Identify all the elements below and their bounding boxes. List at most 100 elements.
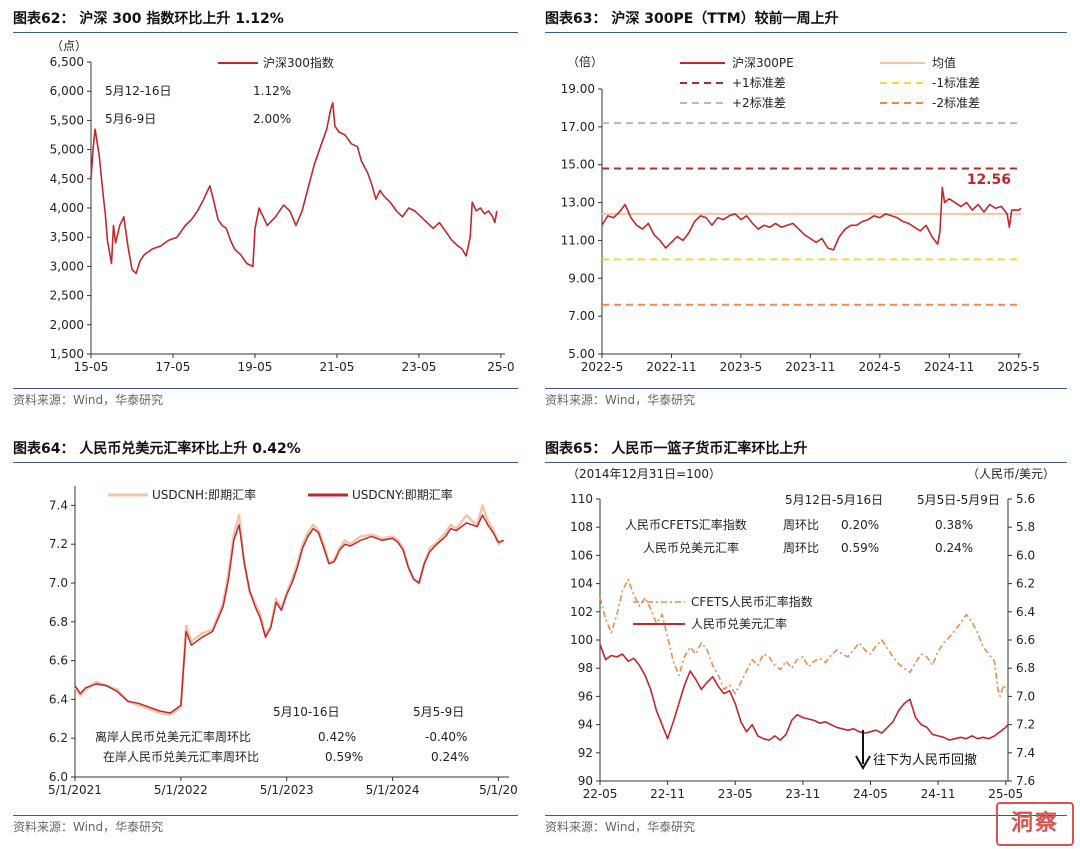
y-tick-label: 9.00 bbox=[568, 271, 595, 285]
legend-label: 沪深300指数 bbox=[263, 55, 334, 70]
y-tick-label: 19.00 bbox=[561, 82, 595, 96]
y-tick-label: 108 bbox=[570, 520, 593, 534]
source-note: 资料来源：Wind，华泰研究 bbox=[545, 820, 696, 834]
series-line-cfets bbox=[599, 578, 1009, 698]
title-rule bbox=[545, 462, 1067, 463]
annotation-value: 2.00% bbox=[253, 112, 291, 126]
table-row-metric: 周环比 bbox=[783, 518, 819, 532]
chart-usdcny: 6.0 6.2 6.4 6.6 6.8 7.0 7.2 7.4 5/1/2021 5/1/2022… bbox=[48, 486, 518, 797]
panel-title: 图表63： 沪深 300PE（TTM）较前一周上升 bbox=[545, 11, 839, 27]
x-tick-label: 23-05 bbox=[401, 360, 436, 374]
y-tick-label: 17.00 bbox=[561, 120, 595, 134]
y-tick-label: 6,500 bbox=[50, 55, 84, 69]
y-tick-label: 6,000 bbox=[50, 84, 84, 98]
title-rule bbox=[13, 32, 518, 33]
x-tick-label: 21-05 bbox=[320, 360, 355, 374]
x-tick-label: 15-05 bbox=[74, 360, 109, 374]
series-line-pe bbox=[601, 186, 1022, 251]
x-tick-label: 25-0 bbox=[487, 360, 514, 374]
table-header: 5月10-16日 bbox=[273, 705, 340, 719]
y-tick-label: 6.4 bbox=[49, 692, 68, 706]
legend-label: -1标准差 bbox=[932, 76, 980, 90]
legend-label: 均值 bbox=[932, 55, 956, 70]
chart-csi300-index: （点） 1,500 2,000 2,500 3,000 3,500 4,000 4,500 5,… bbox=[50, 39, 515, 374]
down-arrow-head-icon bbox=[855, 755, 871, 770]
x-tick-label: 5/1/2021 bbox=[48, 783, 102, 797]
x-tick-label: 17-05 bbox=[156, 360, 191, 374]
y-tick-label: 106 bbox=[570, 548, 593, 562]
table-header: 5月12日-5月16日 bbox=[785, 493, 883, 507]
y-tick-label: 110 bbox=[570, 492, 593, 506]
series-line-usdcny bbox=[74, 514, 504, 714]
table-value: 0.38% bbox=[935, 518, 973, 532]
y-tick-label: 7.00 bbox=[568, 309, 595, 323]
annotation-value: 1.12% bbox=[253, 84, 291, 98]
table-row-label: 离岸人民币兑美元汇率周环比 bbox=[95, 729, 251, 744]
table-row-label: 在岸人民币兑美元汇率周环比 bbox=[103, 749, 259, 764]
y-unit-label: （点） bbox=[51, 39, 87, 53]
table-value: 0.24% bbox=[431, 750, 469, 764]
y-tick-label: 7.4 bbox=[49, 498, 68, 512]
y-tick-label: 6.2 bbox=[49, 731, 68, 745]
y2-tick-label: 7.0 bbox=[1016, 689, 1035, 703]
source-note: 资料来源：Wind，华泰研究 bbox=[13, 393, 164, 407]
table-header: 5月5-9日 bbox=[413, 705, 464, 719]
x-tick-label: 5/1/2022 bbox=[154, 783, 208, 797]
y-tick-label: 3,500 bbox=[50, 230, 84, 244]
x-tick-label: 2023-5 bbox=[720, 360, 763, 374]
x-tick-label: 24-05 bbox=[853, 787, 888, 801]
legend-label: 人民币兑美元汇率 bbox=[691, 616, 787, 631]
series-line-usdcnh bbox=[74, 504, 505, 717]
x-tick-label: 22-11 bbox=[650, 787, 685, 801]
panel-cfets-basket: 图表65： 人民币一篮子货币汇率环比上升 （2014年12月31日=100） （人… bbox=[545, 438, 1067, 838]
legend-label: 沪深300PE bbox=[732, 56, 794, 70]
table-value: 0.20% bbox=[841, 518, 879, 532]
panel-csi300-index: 图表62： 沪深 300 指数环比上升 1.12% （点） 1,500 2,000 2… bbox=[13, 8, 518, 408]
panel-title: 图表62： 沪深 300 指数环比上升 1.12% bbox=[13, 11, 284, 27]
panel-title: 图表65： 人民币一篮子货币汇率环比上升 bbox=[545, 441, 808, 457]
y-tick-label: 3,000 bbox=[50, 259, 84, 273]
x-tick-label: 22-05 bbox=[583, 787, 618, 801]
y-tick-label: 13.00 bbox=[561, 196, 595, 210]
y2-tick-label: 5.6 bbox=[1016, 492, 1035, 506]
y-unit-label: （倍） bbox=[567, 54, 603, 69]
source-rule bbox=[13, 815, 518, 816]
legend-label: USDCNH:即期汇率 bbox=[152, 487, 256, 502]
y-tick-label: 6.8 bbox=[49, 615, 68, 629]
y-tick-label: 102 bbox=[570, 605, 593, 619]
arrow-note: 往下为人民币回撤 bbox=[873, 752, 977, 768]
table-header: 5月5日-5月9日 bbox=[917, 493, 1000, 507]
x-tick-label: 24-11 bbox=[921, 787, 956, 801]
y-tick-label: 5,000 bbox=[50, 143, 84, 157]
table-value: -0.40% bbox=[425, 730, 467, 744]
y2-tick-label: 7.4 bbox=[1016, 746, 1035, 760]
right-unit-label: （人民币/美元） bbox=[967, 467, 1055, 481]
annotation-label: 5月6-9日 bbox=[105, 112, 156, 126]
title-rule bbox=[545, 32, 1067, 33]
x-tick-label: 5/1/2024 bbox=[366, 783, 420, 797]
y2-tick-label: 7.2 bbox=[1016, 718, 1035, 732]
y-tick-label: 1,500 bbox=[50, 347, 84, 361]
source-rule bbox=[545, 815, 1067, 816]
y2-tick-label: 6.6 bbox=[1016, 633, 1035, 647]
y-tick-label: 15.00 bbox=[561, 158, 595, 172]
table-row-metric: 周环比 bbox=[783, 541, 819, 555]
table-value: 0.42% bbox=[318, 730, 356, 744]
x-tick-label: 2023-11 bbox=[785, 360, 835, 374]
y-tick-label: 7.0 bbox=[49, 576, 68, 590]
x-tick-label: 2022-11 bbox=[646, 360, 696, 374]
table-value: 0.24% bbox=[935, 541, 973, 555]
y-tick-label: 4,500 bbox=[50, 172, 84, 186]
y-tick-label: 100 bbox=[570, 633, 593, 647]
x-tick-label: 23-05 bbox=[718, 787, 753, 801]
y-tick-label: 7.2 bbox=[49, 537, 68, 551]
y-tick-label: 5.00 bbox=[568, 347, 595, 361]
source-rule bbox=[13, 388, 518, 389]
y2-tick-label: 7.6 bbox=[1016, 774, 1035, 788]
y-tick-label: 90 bbox=[578, 774, 593, 788]
y2-tick-label: 6.2 bbox=[1016, 577, 1035, 591]
chart-cfets-basket: （2014年12月31日=100） （人民币/美元） 90 92 94 96 98 100 10… bbox=[567, 467, 1055, 801]
panel-title: 图表64： 人民币兑美元汇率环比上升 0.42% bbox=[13, 441, 301, 457]
y-tick-label: 96 bbox=[578, 689, 593, 703]
y2-tick-label: 6.8 bbox=[1016, 661, 1035, 675]
